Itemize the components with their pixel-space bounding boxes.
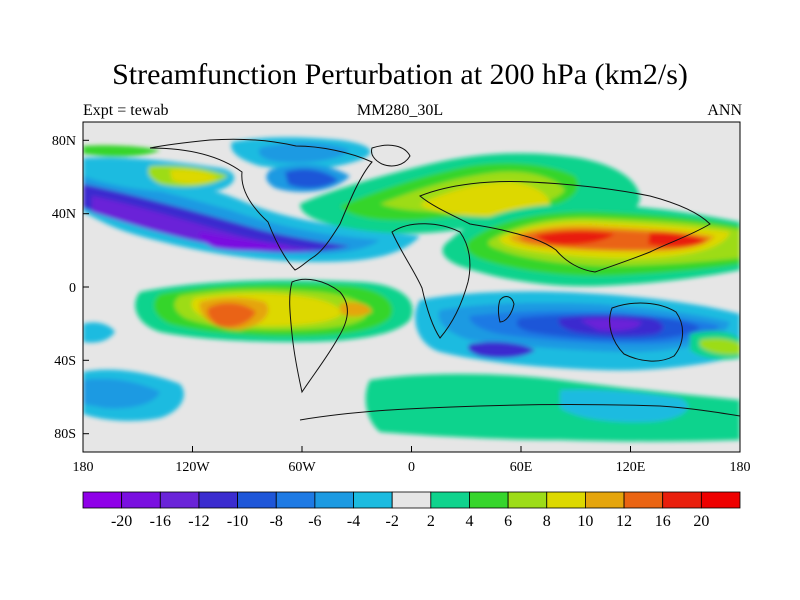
- colorbar-swatch: [546, 491, 586, 509]
- colorbar-swatch: [469, 491, 509, 509]
- colorbar-label: -4: [347, 513, 360, 530]
- colorbar-label: 16: [655, 513, 671, 530]
- y-tick-label: 80S: [54, 427, 76, 442]
- x-tick-label: 180: [730, 460, 751, 475]
- colorbar-label: 2: [427, 513, 435, 530]
- x-tick-label: 60E: [510, 460, 533, 475]
- colorbar-label: 4: [465, 513, 473, 530]
- model-label: MM280_30L: [356, 102, 444, 119]
- colorbar-swatch: [391, 491, 432, 509]
- colorbar-swatch: [700, 491, 741, 509]
- y-tick-label: 0: [69, 281, 76, 296]
- x-tick-label: 60W: [288, 460, 316, 475]
- colorbar-swatch: [198, 491, 238, 509]
- colorbar-swatch: [314, 491, 354, 509]
- season-label: ANN: [707, 102, 742, 119]
- colorbar-label: -12: [188, 513, 209, 530]
- colorbar-label: -2: [386, 513, 399, 530]
- colorbar-swatch: [121, 491, 161, 509]
- axis-ticks: [82, 139, 741, 452]
- coastlines: [149, 138, 740, 421]
- colorbar-swatch: [662, 491, 702, 509]
- x-tick-label: 0: [408, 460, 415, 475]
- colorbar-label: -20: [111, 513, 132, 530]
- experiment-label: Expt = tewab: [83, 102, 169, 119]
- colorbar-swatch: [507, 491, 548, 509]
- colorbar-swatch: [237, 491, 277, 509]
- colorbar-label: -16: [150, 513, 171, 530]
- colorbar-swatch: [353, 491, 393, 509]
- colorbar-label: 6: [504, 513, 512, 530]
- y-tick-label: 40N: [52, 207, 76, 222]
- colorbar-label: 12: [616, 513, 632, 530]
- colorbar-label: -8: [270, 513, 283, 530]
- colorbar-swatch: [159, 491, 200, 509]
- colorbar-label: -10: [227, 513, 248, 530]
- colorbar: -20 -16 -12 -10 -8 -6 -4 -2 2 4 6 8 10 12 16 20: [82, 491, 741, 530]
- x-tick-label: 180: [73, 460, 94, 475]
- y-tick-label: 40S: [54, 354, 76, 369]
- chart-title: Streamfunction Perturbation at 200 hPa (…: [112, 58, 688, 91]
- colorbar-label: 20: [693, 513, 709, 530]
- colorbar-swatch: [585, 491, 625, 509]
- colorbar-swatch: [623, 491, 664, 509]
- y-tick-label: 80N: [52, 134, 76, 149]
- colorbar-swatch: [430, 491, 470, 509]
- colorbar-label: 10: [577, 513, 593, 530]
- contour-field: [83, 122, 740, 452]
- x-tick-label: 120E: [616, 460, 646, 475]
- colorbar-label: -6: [308, 513, 321, 530]
- colorbar-label: 8: [543, 513, 551, 530]
- colorbar-swatch: [275, 491, 316, 509]
- x-tick-label: 120W: [175, 460, 210, 475]
- colorbar-swatch: [82, 491, 123, 509]
